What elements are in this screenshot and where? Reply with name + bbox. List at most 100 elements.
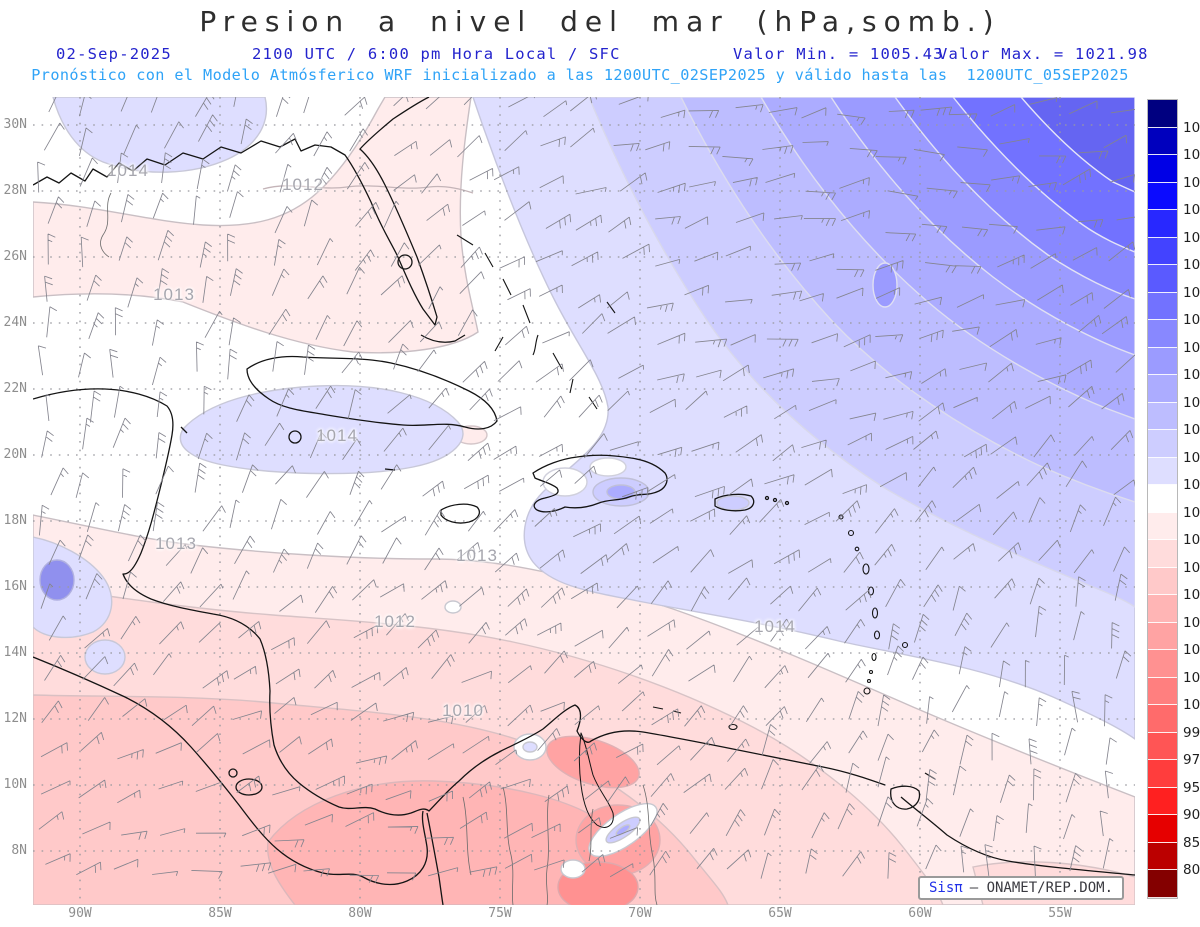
lon-tick-label: 75W [488, 906, 512, 921]
lat-tick-label: 12N [3, 711, 27, 726]
lat-tick-label: 24N [3, 315, 27, 330]
colorbar-swatch [1148, 182, 1177, 210]
colorbar-tick-label: 1022 [1183, 284, 1200, 301]
colorbar-swatch [1148, 787, 1177, 815]
lat-tick-label: 26N [3, 249, 27, 264]
colorbar-tick-label: 1002 [1183, 669, 1200, 686]
colorbar-tick-label: 800 [1183, 862, 1200, 878]
colorbar-tick-label: 1015 [1183, 449, 1200, 466]
colorbar-swatch [1148, 870, 1177, 898]
pressure-map-svg [33, 97, 1135, 905]
lat-tick-label: 16N [3, 579, 27, 594]
attribution-box: Sisπ – ONAMET/REP.DOM. [918, 876, 1125, 900]
colorbar-tick-label: 1018 [1183, 367, 1200, 383]
colorbar-swatch [1148, 485, 1177, 513]
contour-label: 1014 [754, 617, 796, 636]
colorbar-swatch [1148, 705, 1177, 733]
colorbar-tick-label: 1028 [1183, 229, 1200, 246]
run-date: 02-Sep-2025 [56, 45, 172, 63]
colorbar-swatch [1148, 100, 1177, 128]
min-value: Valor Min. = 1005.43 [733, 45, 944, 63]
lat-tick-label: 22N [3, 381, 27, 396]
colorbar-tick-label: 1000 [1183, 697, 1200, 713]
colorbar-tick-label: 900 [1183, 807, 1200, 823]
colorbar-swatch [1148, 375, 1177, 403]
lon-tick-label: 85W [208, 906, 232, 921]
brand-label: Sisπ [929, 880, 963, 896]
lat-tick-label: 30N [3, 117, 27, 132]
colorbar-swatch [1148, 540, 1177, 568]
contour-label: 1014 [316, 426, 358, 445]
contour-label: 1010 [442, 701, 484, 720]
colorbar-tick-label: 1012 [1183, 532, 1200, 548]
colorbar-swatch [1148, 265, 1177, 293]
lon-tick-label: 65W [768, 906, 792, 921]
contour-label: 1014 [107, 161, 149, 180]
colorbar-swatch [1148, 622, 1177, 650]
colorbar-swatch [1148, 760, 1177, 788]
wind-barbs-layer [37, 97, 1135, 883]
colorbar-swatch [1148, 595, 1177, 623]
colorbar-swatch [1148, 567, 1177, 595]
colorbar-tick-label: 1019 [1183, 339, 1200, 356]
colorbar-tick-label: 1030 [1183, 202, 1200, 218]
lon-tick-label: 70W [628, 906, 652, 921]
extra-contours [262, 185, 474, 194]
pressure-shading [33, 97, 1135, 905]
colorbar-swatch [1148, 457, 1177, 485]
colorbar-tick-label: 1008 [1183, 587, 1200, 603]
colorbar-swatch [1148, 430, 1177, 458]
colorbar-swatch [1148, 732, 1177, 760]
rivers-borders [100, 192, 658, 905]
page-title: Presion a nivel del mar (hPa,somb.) [199, 5, 1001, 38]
colorbar-tick-label: 970 [1183, 752, 1200, 768]
colorbar-tick-label: 950 [1183, 779, 1200, 796]
max-value: Valor Max. = 1021.98 [938, 45, 1149, 63]
colorbar-swatch [1148, 237, 1177, 265]
lat-tick-label: 10N [3, 777, 27, 792]
colorbar-tick-label: 1017 [1183, 394, 1200, 411]
colorbar-swatch [1148, 127, 1177, 155]
colorbar-swatch [1148, 512, 1177, 540]
lon-tick-label: 60W [908, 906, 932, 921]
lat-tick-label: 20N [3, 447, 27, 462]
lat-tick-label: 8N [11, 843, 27, 858]
colorbar-swatch [1148, 815, 1177, 843]
colorbar-tick-label: 1014 [1183, 477, 1200, 493]
lon-tick-label: 80W [348, 906, 372, 921]
colorbar-swatch [1148, 402, 1177, 430]
lat-tick-label: 14N [3, 645, 27, 660]
gridlines [33, 97, 1135, 905]
colorbar-tick-label: 1016 [1183, 422, 1200, 438]
contour-label: 1013 [456, 546, 498, 565]
colorbar-tick-label: 1010 [1183, 559, 1200, 576]
colorbar-swatch [1148, 650, 1177, 678]
colorbar-tick-label: 1050 [1183, 119, 1200, 136]
colorbar-tick-label: 1020 [1183, 312, 1200, 328]
contour-label: 1013 [153, 285, 195, 304]
colorbar-swatch [1148, 292, 1177, 320]
colorbar-tick-label: 1025 [1183, 257, 1200, 273]
lon-tick-label: 55W [1048, 906, 1072, 921]
colorbar-tick-label: 850 [1183, 834, 1200, 851]
forecast-description: Pronóstico con el Modelo Atmósferico WRF… [31, 66, 1129, 84]
colorbar-tick-label: 1006 [1183, 614, 1200, 631]
lon-tick-label: 90W [68, 906, 92, 921]
colorbar-tick-label: 990 [1183, 724, 1200, 741]
lat-axis: 30N 28N 26N 24N 22N 20N 18N 16N 14N 12N 10N 8N [0, 0, 30, 927]
valid-time: 2100 UTC / 6:00 pm Hora Local / SFC [252, 45, 621, 63]
contour-label: 1012 [282, 175, 324, 194]
contour-label: 1012 [374, 612, 416, 631]
colorbar-swatch [1148, 155, 1177, 183]
lat-tick-label: 18N [3, 513, 27, 528]
colorbar [1147, 99, 1178, 899]
colorbar-tick-label: 1040 [1183, 147, 1200, 163]
colorbar-swatch [1148, 347, 1177, 375]
colorbar-swatch [1148, 210, 1177, 238]
colorbar-tick-label: 1004 [1183, 642, 1200, 658]
map-canvas: 1014 1012 1013 1014 1013 1013 1012 1014 1010 Sis… [33, 97, 1135, 905]
colorbar-tick-label: 1035 [1183, 174, 1200, 191]
lat-tick-label: 28N [3, 183, 27, 198]
colorbar-swatch [1148, 842, 1177, 870]
